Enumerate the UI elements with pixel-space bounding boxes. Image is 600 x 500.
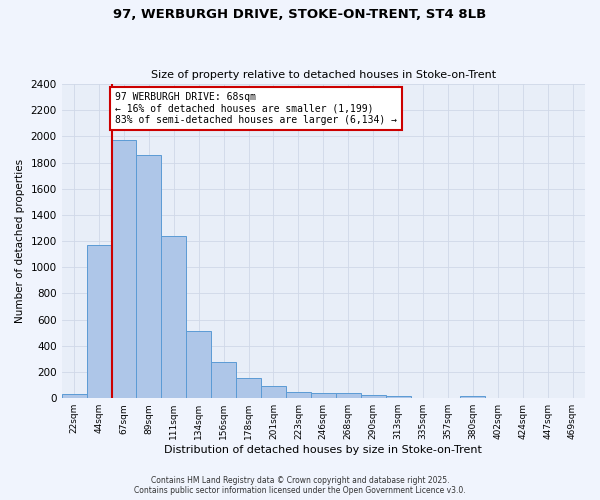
Title: Size of property relative to detached houses in Stoke-on-Trent: Size of property relative to detached ho… <box>151 70 496 81</box>
Bar <box>386 396 410 398</box>
Bar <box>62 394 86 398</box>
Bar <box>186 331 211 398</box>
Bar <box>112 140 136 398</box>
Bar <box>86 245 112 398</box>
Bar <box>211 362 236 398</box>
Text: 97, WERBURGH DRIVE, STOKE-ON-TRENT, ST4 8LB: 97, WERBURGH DRIVE, STOKE-ON-TRENT, ST4 … <box>113 8 487 20</box>
Bar <box>460 396 485 398</box>
Bar <box>336 393 361 398</box>
X-axis label: Distribution of detached houses by size in Stoke-on-Trent: Distribution of detached houses by size … <box>164 445 482 455</box>
Bar <box>236 378 261 398</box>
Bar <box>261 386 286 398</box>
Bar <box>361 395 386 398</box>
Bar <box>286 392 311 398</box>
Y-axis label: Number of detached properties: Number of detached properties <box>15 159 25 323</box>
Bar <box>136 156 161 398</box>
Bar <box>161 236 186 398</box>
Text: 97 WERBURGH DRIVE: 68sqm
← 16% of detached houses are smaller (1,199)
83% of sem: 97 WERBURGH DRIVE: 68sqm ← 16% of detach… <box>115 92 397 125</box>
Text: Contains HM Land Registry data © Crown copyright and database right 2025.
Contai: Contains HM Land Registry data © Crown c… <box>134 476 466 495</box>
Bar <box>311 392 336 398</box>
